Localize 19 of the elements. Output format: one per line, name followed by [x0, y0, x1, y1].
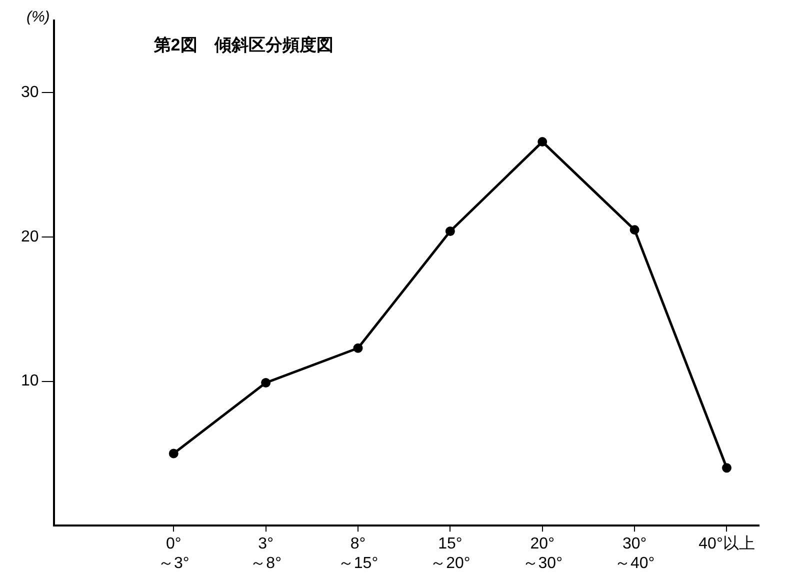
point [722, 463, 732, 473]
point [168, 448, 178, 458]
point [261, 378, 271, 388]
x-tick-label: 3° ～8° [250, 536, 282, 572]
y-tick-label: 30 [21, 84, 39, 102]
x-tick-label: 20° ～30° [522, 536, 562, 572]
x-tick-label: 40°以上 [698, 534, 755, 553]
x-tick-label: 8° ～15° [338, 536, 378, 572]
y-axis-title: (%) [26, 8, 50, 26]
x-tick-label: 0° ～3° [158, 536, 190, 572]
text: 第2図 傾斜区分頻度図 [152, 35, 334, 54]
x-tick-label: 15° ～20° [430, 536, 470, 572]
y-tick-label: 10 [21, 372, 39, 390]
point [630, 225, 640, 235]
x-tick-label: 30° ～40° [614, 536, 655, 572]
y-tick-label: 20 [21, 228, 39, 246]
point [538, 137, 548, 147]
point [445, 226, 455, 236]
point [353, 343, 363, 353]
